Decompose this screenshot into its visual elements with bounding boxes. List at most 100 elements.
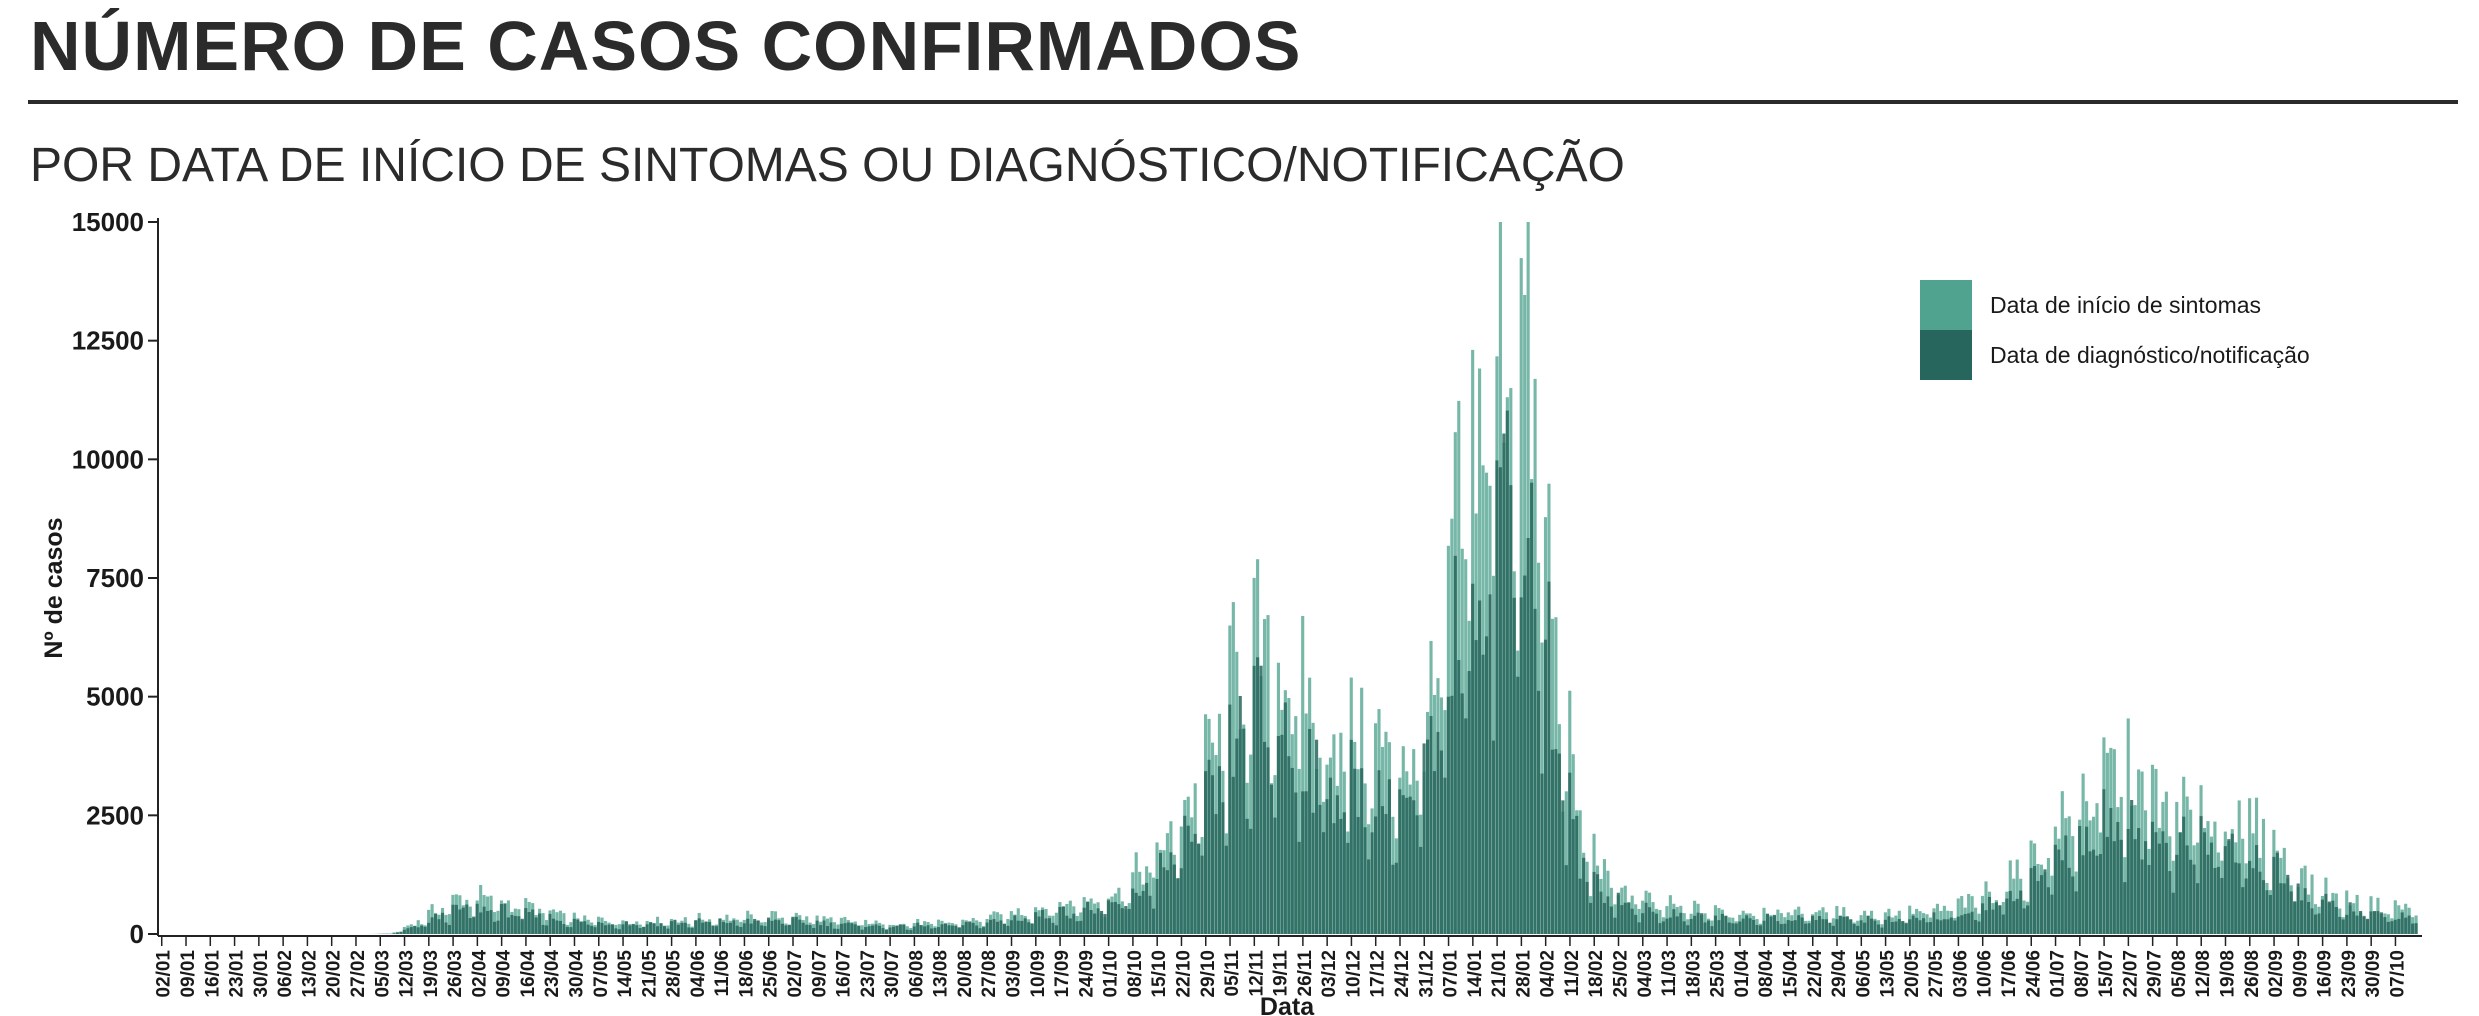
bar [923, 926, 927, 934]
bar [427, 909, 431, 934]
bar [635, 925, 639, 934]
bar [1974, 919, 1978, 934]
bar [919, 925, 923, 934]
x-tick-label: 23/04 [542, 950, 563, 998]
x-tick-label: 12/11 [1246, 950, 1267, 997]
bar [1762, 920, 1766, 934]
bar [978, 928, 982, 934]
bar [964, 921, 968, 934]
bar [1373, 816, 1378, 934]
bar [1883, 919, 1887, 934]
bar [2397, 918, 2401, 934]
bar [392, 932, 396, 934]
bar [1068, 918, 1072, 934]
bar [1689, 918, 1693, 934]
bar [1752, 919, 1756, 934]
bar [2189, 859, 2193, 934]
bar [1748, 918, 1752, 934]
bar [1824, 919, 1828, 934]
bar [2404, 917, 2408, 934]
bar [1658, 923, 1662, 934]
bar [1065, 915, 1069, 934]
bar [1533, 608, 1537, 934]
bar [1113, 901, 1117, 934]
bar [423, 926, 427, 934]
bar [451, 904, 455, 934]
bar [1134, 892, 1138, 934]
bar [1044, 918, 1048, 934]
bar [2022, 908, 2026, 934]
axes-layer [148, 218, 2422, 946]
bar [1946, 919, 1950, 934]
x-tick-label: 07/01 [1441, 950, 1462, 998]
bar [2088, 851, 2092, 934]
bar [2164, 842, 2168, 934]
bar [1405, 797, 1409, 934]
bar [666, 928, 670, 934]
bar [971, 922, 975, 934]
bar [2261, 818, 2266, 934]
bar [1422, 743, 1426, 934]
bar [593, 927, 597, 934]
bar [416, 920, 420, 934]
x-tick-label: 20/08 [955, 950, 976, 998]
x-tick-label: 09/09 [2290, 950, 2311, 998]
bar [1072, 913, 1076, 934]
bar [621, 924, 625, 934]
bar [1328, 777, 1333, 934]
bar [1991, 909, 1995, 934]
x-tick-label: 30/07 [882, 950, 903, 998]
bar [1238, 695, 1242, 934]
x-tick-label: 23/07 [858, 950, 879, 998]
bar [1086, 901, 1090, 934]
bar [652, 923, 656, 934]
bar [850, 923, 854, 934]
bar [1013, 915, 1017, 934]
bar [2085, 826, 2089, 934]
bar [1151, 877, 1156, 934]
bar [2227, 839, 2231, 934]
bar [1654, 913, 1659, 934]
bar [2372, 911, 2377, 934]
bar [1627, 902, 1631, 934]
x-tick-label: 19/08 [2218, 950, 2239, 998]
x-tick-label: 14/05 [615, 950, 636, 998]
bar [1363, 827, 1367, 934]
bar [874, 924, 878, 934]
bar [864, 927, 868, 934]
x-tick-label: 26/03 [445, 950, 466, 998]
bar [2393, 919, 2397, 934]
bar [2130, 799, 2134, 934]
bar [1353, 768, 1357, 934]
bar [447, 914, 452, 934]
bar [1925, 922, 1929, 934]
bar [801, 922, 805, 934]
x-tick-label: 13/02 [299, 950, 320, 998]
bar [656, 916, 660, 934]
bar [777, 920, 781, 934]
bar [1922, 918, 1926, 934]
bar [2348, 902, 2352, 934]
bar [510, 914, 514, 934]
bar [1741, 918, 1745, 934]
x-tick-label: 30/01 [251, 950, 272, 998]
bar [2407, 915, 2411, 934]
bar [1512, 597, 1516, 934]
x-tick-label: 02/04 [469, 950, 490, 998]
bar [1304, 791, 1308, 934]
x-tick-label: 11/02 [1562, 950, 1583, 997]
bar [891, 926, 895, 934]
bar [770, 920, 774, 934]
bar [975, 925, 979, 934]
chart-legend: Data de início de sintomas Data de diagn… [1920, 280, 2310, 380]
bar [1047, 918, 1052, 934]
bar [1869, 918, 1874, 934]
bar [704, 921, 708, 934]
bar [978, 921, 982, 934]
bar [1935, 903, 1939, 934]
bar [2293, 901, 2297, 934]
bar [1412, 800, 1416, 934]
bar [2379, 912, 2383, 934]
bar [2143, 841, 2148, 934]
x-tick-label: 16/09 [2315, 950, 2336, 998]
